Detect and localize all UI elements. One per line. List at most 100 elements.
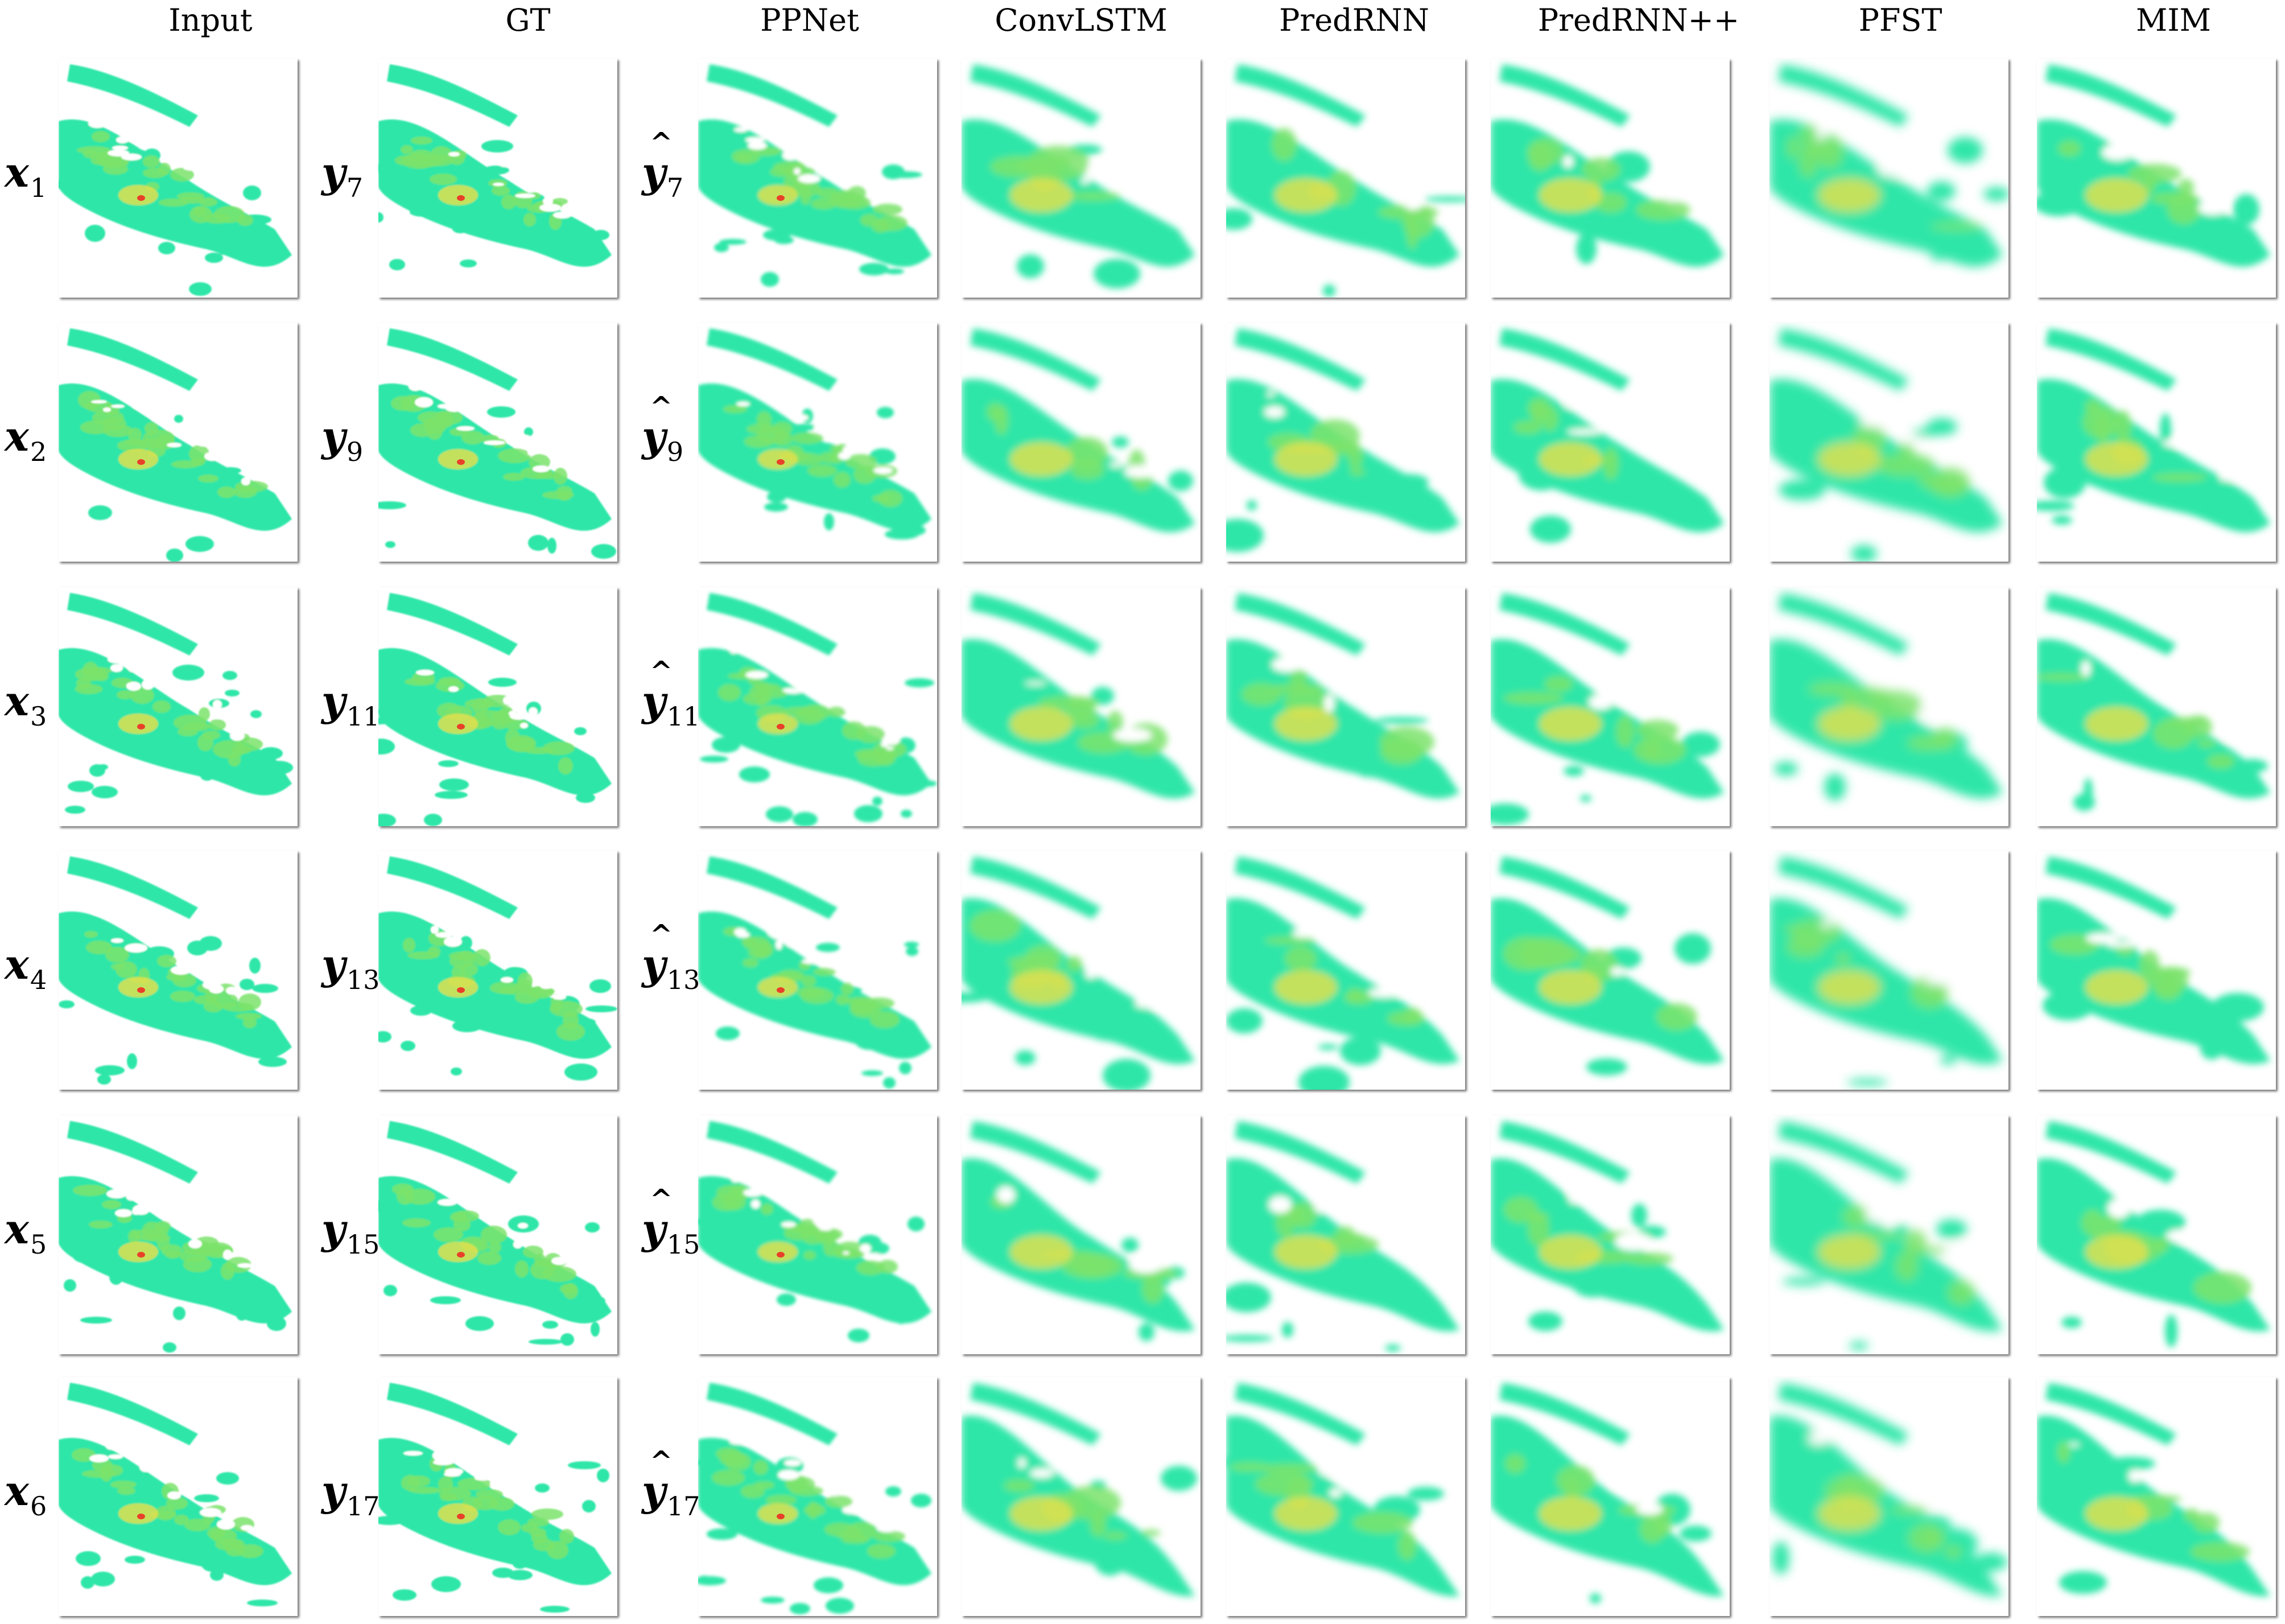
mid-intensity-cell <box>84 931 98 938</box>
mid-intensity-cell <box>1932 987 1945 1001</box>
gt-label-1: y7 <box>321 144 384 203</box>
mid-intensity-cell <box>834 472 851 488</box>
heatmap-tile <box>1226 1115 1465 1354</box>
dry-gap <box>111 938 123 943</box>
mid-intensity-cell <box>813 968 836 976</box>
rain-fragment <box>564 1064 597 1081</box>
rain-fragment <box>1226 1335 1273 1342</box>
rain-fragment <box>1774 762 1798 776</box>
mid-intensity-cell <box>401 145 413 154</box>
mid-intensity-cell <box>1103 1532 1127 1540</box>
rain-fragment <box>2073 794 2095 811</box>
precipitation-map <box>698 856 931 1089</box>
rain-fragment <box>95 1065 125 1075</box>
rain-fragment <box>378 501 406 509</box>
dry-gap <box>1612 1481 1646 1488</box>
high-intensity-core <box>438 449 478 469</box>
mid-intensity-cell <box>476 1489 503 1499</box>
gt-label-3: y11 <box>321 673 384 732</box>
high-intensity-core <box>1539 707 1602 741</box>
mid-intensity-cell <box>1503 692 1564 704</box>
rain-fragment <box>997 701 1012 729</box>
rain-fragment <box>210 1569 224 1581</box>
dry-gap <box>490 1480 498 1488</box>
rain-fragment <box>439 778 469 791</box>
rain-fragment <box>205 253 223 263</box>
dry-gap <box>1567 429 1601 435</box>
precipitation-map <box>59 593 293 814</box>
heatmap-tile <box>1226 59 1465 298</box>
rain-fragment <box>378 814 396 826</box>
rain-fragment <box>1247 500 1257 510</box>
mid-intensity-cell <box>827 707 845 717</box>
rain-fragment <box>1282 1322 1293 1338</box>
dry-gap <box>415 397 433 407</box>
peak-cell <box>457 195 465 201</box>
precipitation-map <box>2037 593 2270 811</box>
mid-intensity-cell <box>725 1453 751 1471</box>
mid-intensity-cell <box>1544 676 1573 692</box>
dry-gap <box>1109 463 1124 467</box>
dry-gap <box>168 153 176 158</box>
precipitation-map <box>1770 64 2008 267</box>
input-label-5-subscript: 5 <box>30 1229 47 1260</box>
high-intensity-core <box>1818 707 1880 741</box>
column-header-7: PFST <box>1858 2 1942 38</box>
mid-intensity-cell <box>744 937 757 950</box>
mid-intensity-cell <box>801 975 816 987</box>
pred-label-2-subscript: 9 <box>666 436 684 467</box>
dry-gap <box>886 747 894 750</box>
dry-gap <box>200 1508 221 1517</box>
heatmap-tile <box>1226 323 1465 562</box>
rain-fragment <box>1983 187 2008 201</box>
dry-gap <box>121 154 142 160</box>
heatmap-tile <box>378 1377 617 1616</box>
rain-fragment <box>885 529 919 539</box>
dry-gap <box>444 937 462 947</box>
rain-fragment <box>189 282 212 296</box>
mid-intensity-cell <box>529 1528 546 1537</box>
mid-intensity-cell <box>2057 1441 2070 1463</box>
rain-fragment <box>112 207 145 213</box>
dry-gap <box>1865 1209 1898 1223</box>
input-label-3-subscript: 3 <box>30 701 47 732</box>
mid-intensity-cell <box>741 1485 765 1498</box>
mid-intensity-cell <box>407 951 439 959</box>
mid-intensity-cell <box>1380 727 1434 757</box>
rain-fragment <box>2061 1317 2082 1328</box>
rain-fragment <box>712 427 733 434</box>
dry-gap <box>503 696 513 705</box>
dry-gap <box>117 922 135 927</box>
dry-gap <box>511 692 528 698</box>
dry-gap <box>826 1487 844 1496</box>
dry-gap <box>483 1214 504 1221</box>
mid-intensity-cell <box>204 1001 223 1012</box>
dry-gap <box>552 994 566 1000</box>
dry-gap <box>2163 440 2182 447</box>
rain-fragment <box>85 225 105 242</box>
dry-gap <box>1269 1196 1292 1213</box>
dry-gap <box>786 938 793 947</box>
mid-intensity-cell <box>1876 454 1935 476</box>
rain-fragment <box>524 427 533 436</box>
rain-streak <box>1778 328 1909 391</box>
mid-intensity-cell <box>105 1465 123 1476</box>
rain-fragment <box>1782 1277 1825 1285</box>
precipitation-map <box>962 328 1195 533</box>
rain-fragment <box>777 1293 796 1306</box>
mid-intensity-cell <box>801 988 834 1004</box>
dry-gap <box>782 150 798 160</box>
input-label-5-symbol: x <box>5 1205 29 1253</box>
mid-intensity-cell <box>117 1487 135 1495</box>
high-intensity-core <box>1539 1497 1602 1531</box>
rain-fragment <box>1851 545 1877 562</box>
dry-gap <box>215 715 224 719</box>
dry-gap <box>1920 706 1941 722</box>
mid-intensity-cell <box>209 719 226 731</box>
mid-intensity-cell <box>1904 1230 1927 1256</box>
dry-gap <box>89 1454 109 1462</box>
heatmap-tile <box>1770 323 2008 562</box>
mid-intensity-cell <box>73 1185 107 1196</box>
mid-intensity-cell <box>1948 1280 1975 1305</box>
mid-intensity-cell <box>1636 200 1690 220</box>
